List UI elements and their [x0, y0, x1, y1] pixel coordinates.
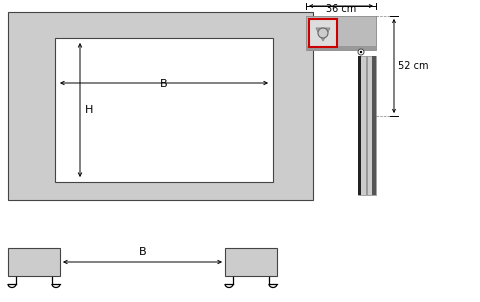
- Bar: [55, 38, 273, 182]
- Text: B: B: [160, 79, 168, 89]
- Bar: [372, 56, 376, 195]
- Circle shape: [360, 51, 362, 53]
- Polygon shape: [316, 28, 330, 41]
- Text: 52 cm: 52 cm: [398, 61, 429, 71]
- Circle shape: [358, 49, 364, 55]
- Bar: [366, 56, 368, 195]
- Circle shape: [318, 28, 328, 38]
- Bar: [309, 19, 337, 47]
- Bar: [358, 56, 361, 195]
- Bar: [358, 56, 376, 195]
- Text: H: H: [85, 105, 94, 115]
- Text: B: B: [139, 247, 146, 257]
- Bar: [306, 16, 376, 50]
- Text: 36 cm: 36 cm: [326, 4, 356, 14]
- Bar: [8, 248, 60, 276]
- Bar: [8, 12, 313, 200]
- Bar: [306, 46, 376, 50]
- Bar: [225, 248, 277, 276]
